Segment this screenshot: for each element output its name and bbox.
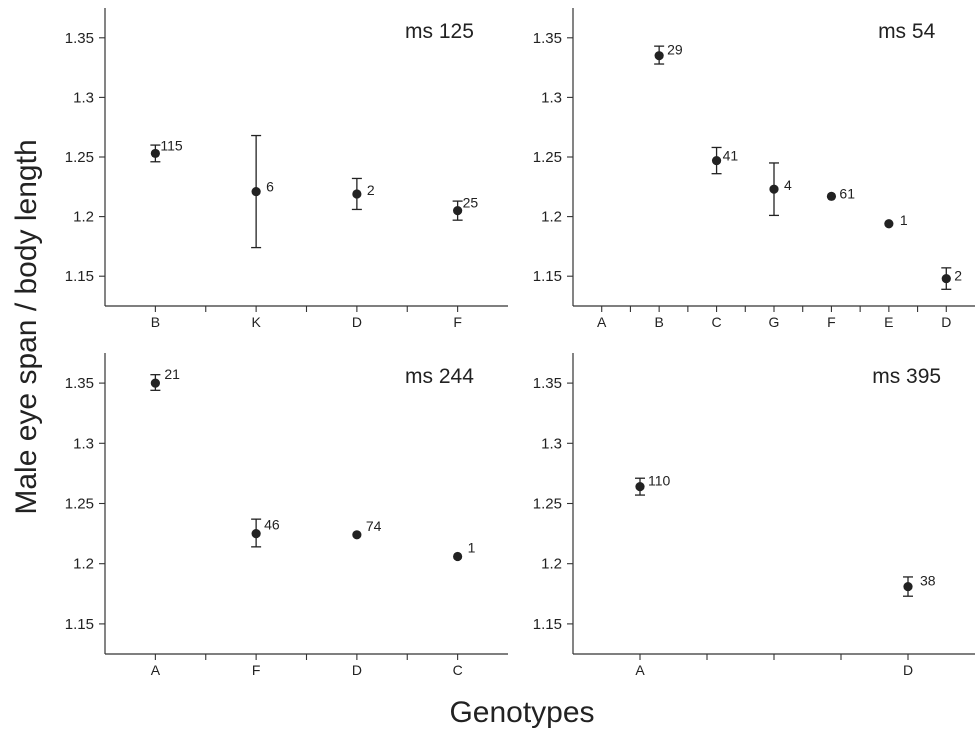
sample-size-label: 4 [784, 177, 792, 193]
sample-size-label: 21 [164, 366, 180, 382]
chart-panel-3: 1.15 1.2 1.25 1.3 1.35 A F D Cms 244 21 46 74 1 [65, 353, 508, 678]
data-point [453, 206, 463, 216]
x-tick-label: D [352, 662, 362, 678]
data-point [654, 51, 664, 61]
y-tick-label: 1.2 [73, 556, 94, 573]
data-point [903, 581, 913, 592]
data-point [150, 148, 160, 159]
y-tick-label: 1.2 [541, 556, 562, 573]
y-tick-label: 1.35 [65, 30, 94, 47]
x-tick-label: F [827, 314, 836, 330]
sample-size-label: 46 [264, 517, 280, 533]
y-tick-label: 1.15 [65, 268, 94, 285]
x-tick-label: D [903, 662, 913, 678]
y-tick-label: 1.3 [73, 435, 94, 452]
x-tick-label: F [453, 314, 462, 330]
data-point [352, 189, 362, 199]
y-tick-label: 1.25 [65, 496, 94, 513]
y-tick-label: 1.2 [541, 209, 562, 226]
y-tick-label: 1.3 [73, 89, 94, 106]
panel-title: ms 125 [405, 20, 474, 43]
sample-size-label: 1 [900, 212, 908, 228]
chart-panel-2: 1.15 1.2 1.25 1.3 1.35 A B C G F E Dms 54 29 41 4 61 1 2 [533, 8, 975, 330]
data-point [150, 378, 160, 388]
sample-size-label: 41 [723, 148, 739, 164]
y-tick-label: 1.15 [533, 616, 562, 633]
sample-size-label: 2 [954, 268, 962, 284]
data-point [941, 273, 951, 284]
data-point [635, 482, 645, 492]
panel-title: ms 244 [405, 365, 474, 388]
sample-size-label: 115 [160, 137, 183, 153]
chart-panel-4: 1.15 1.2 1.25 1.3 1.35 A Dms 395 110 38 [533, 353, 975, 678]
data-point [769, 184, 779, 194]
y-tick-label: 1.2 [73, 209, 94, 226]
x-tick-label: A [151, 662, 161, 678]
y-axis-title: Male eye span / body length [10, 139, 43, 514]
x-tick-label: A [635, 662, 645, 678]
x-axis-title: Genotypes [449, 696, 594, 729]
data-point [352, 530, 362, 540]
y-tick-label: 1.25 [65, 149, 94, 166]
panel-title: ms 395 [872, 365, 941, 388]
x-tick-label: C [712, 314, 722, 330]
data-point [826, 191, 837, 201]
x-tick-label: E [884, 314, 893, 330]
x-tick-label: B [654, 314, 663, 330]
y-tick-label: 1.35 [533, 30, 562, 47]
y-tick-label: 1.3 [541, 435, 562, 452]
y-tick-label: 1.25 [533, 496, 562, 513]
chart-panel-1: 1.15 1.2 1.25 1.3 1.35 B K D Fms 125 115 6 2 25 [65, 8, 508, 330]
sample-size-label: 25 [463, 195, 479, 211]
x-tick-label: G [769, 314, 780, 330]
x-tick-label: D [941, 314, 951, 330]
x-tick-label: D [352, 314, 362, 330]
sample-size-label: 74 [366, 518, 382, 534]
y-tick-label: 1.3 [541, 89, 562, 106]
sample-size-label: 38 [920, 573, 936, 589]
sample-size-label: 29 [667, 42, 683, 58]
sample-size-label: 2 [367, 182, 375, 198]
data-point [251, 186, 261, 197]
x-tick-label: K [251, 314, 261, 330]
data-point [453, 551, 463, 562]
y-tick-label: 1.15 [533, 268, 562, 285]
sample-size-label: 6 [266, 179, 274, 195]
y-tick-label: 1.25 [533, 149, 562, 166]
panel-title: ms 54 [878, 20, 936, 43]
data-point [251, 529, 261, 539]
x-tick-label: C [453, 662, 463, 678]
y-tick-label: 1.35 [65, 375, 94, 392]
y-tick-label: 1.15 [65, 616, 94, 633]
y-tick-label: 1.35 [533, 375, 562, 392]
x-tick-label: A [597, 314, 607, 330]
data-point [711, 155, 722, 166]
sample-size-label: 61 [839, 185, 855, 201]
x-tick-label: B [151, 314, 160, 330]
sample-size-label: 110 [648, 473, 671, 489]
sample-size-label: 1 [468, 539, 476, 555]
x-tick-label: F [252, 662, 261, 678]
data-point [884, 219, 894, 229]
